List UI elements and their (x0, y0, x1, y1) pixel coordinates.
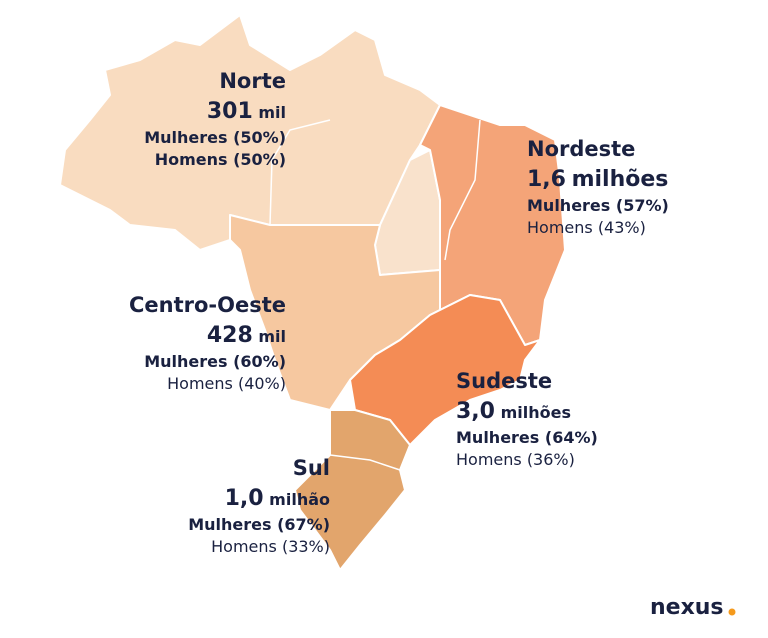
state-border (329, 454, 401, 471)
region-sudeste (349, 294, 541, 446)
region-total: 1,6 milhões (527, 167, 668, 192)
region-total: 3,0 milhões (456, 399, 571, 424)
women-share: Mulheres (57%) (527, 196, 669, 215)
brazil-map (59, 14, 566, 571)
men-share: Homens (36%) (456, 450, 575, 469)
women-share: Mulheres (60%) (144, 352, 286, 371)
total-value: 301 (207, 99, 253, 124)
region-sul (294, 409, 411, 571)
region-name: Norte (219, 69, 286, 93)
state-border (269, 119, 331, 226)
region-total: 301 mil (207, 99, 286, 124)
total-unit: milhões (501, 403, 571, 422)
state-border (444, 119, 481, 261)
total-unit: milhão (269, 490, 330, 509)
women-share: Mulheres (64%) (456, 428, 598, 447)
total-value: 428 (207, 323, 253, 348)
men-share: Homens (33%) (211, 537, 330, 556)
total-unit: mil (258, 103, 286, 122)
women-share: Mulheres (67%) (188, 515, 330, 534)
region-name: Sul (293, 456, 330, 480)
labels: Norte 301 mil Mulheres (50%) Homens (50%) No… (129, 69, 669, 556)
region-total: 428 mil (207, 323, 286, 348)
total-unit: mil (258, 327, 286, 346)
men-share: Homens (43%) (527, 218, 646, 237)
logo: nexus (650, 595, 724, 620)
logo-dot (728, 608, 736, 616)
men-share: Homens (50%) (155, 150, 286, 169)
region-total: 1,0 milhão (225, 486, 330, 511)
region-name: Sudeste (456, 369, 552, 393)
men-share: Homens (40%) (167, 374, 286, 393)
region-name: Centro-Oeste (129, 293, 286, 317)
region-name: Nordeste (527, 137, 635, 161)
region-norte (59, 14, 441, 251)
total-value: 1,6 (527, 167, 566, 192)
total-value: 3,0 (456, 399, 495, 424)
total-unit: milhões (572, 167, 669, 192)
women-share: Mulheres (50%) (144, 128, 286, 147)
total-value: 1,0 (225, 486, 264, 511)
